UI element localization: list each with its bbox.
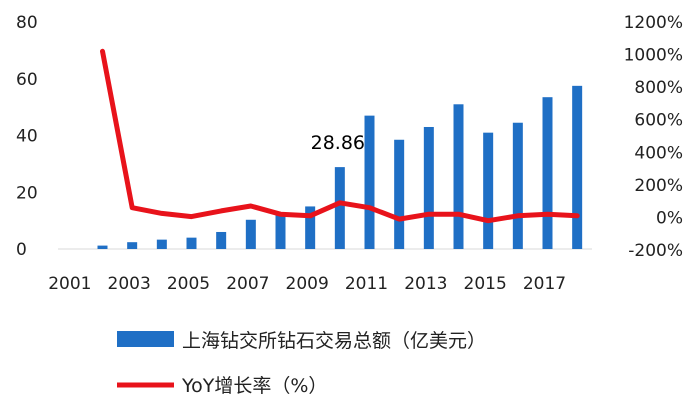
legend-swatch-bar: [117, 331, 174, 347]
bar-2009: [305, 206, 316, 249]
bar-2002: [97, 245, 108, 249]
bar-2015: [483, 132, 494, 249]
x-axis-tick-label: 2005: [167, 274, 210, 294]
right-axis-ticks: 1200% 1000% 800% 600% 400% 200% 0% -200%: [624, 13, 683, 261]
left-axis-tick-label: 60: [16, 70, 38, 90]
right-axis-tick-label: 800%: [634, 78, 683, 98]
left-axis-tick-label: 80: [16, 13, 38, 33]
bar-2014: [453, 104, 464, 249]
bar-2008: [275, 214, 286, 249]
x-axis-tick-label: 2011: [345, 274, 388, 294]
x-axis-tick-label: 2017: [523, 274, 566, 294]
x-axis-tick-label: 2013: [404, 274, 447, 294]
bar-series: [97, 85, 583, 249]
left-axis-ticks: 80 60 40 20 0: [16, 13, 38, 260]
right-axis-tick-label: 1000%: [624, 46, 683, 66]
right-axis-tick-label: 400%: [634, 143, 683, 163]
bar-2016: [512, 122, 523, 249]
bar-2013: [423, 126, 434, 249]
bar-2003: [127, 242, 138, 249]
bar-2012: [394, 139, 405, 249]
left-axis-tick-label: 0: [16, 240, 27, 260]
x-axis-tick-label: 2003: [108, 274, 151, 294]
right-axis-tick-label: 0%: [656, 208, 683, 228]
x-axis-tick-label: 2009: [286, 274, 329, 294]
bar-2006: [216, 231, 227, 249]
left-axis-tick-label: 40: [16, 127, 38, 147]
legend: 上海钻交所钻石交易总额（亿美元） YoY增长率（%）: [117, 330, 486, 397]
right-axis-tick-label: 1200%: [624, 13, 683, 33]
bar-2017: [542, 97, 553, 249]
left-axis-tick-label: 20: [16, 183, 38, 203]
right-axis-tick-label: 200%: [634, 176, 683, 196]
x-axis-tick-label: 2015: [464, 274, 507, 294]
x-axis-tick-label: 2001: [48, 274, 91, 294]
bar-2018: [572, 85, 583, 249]
value-annotation: 28.86: [311, 132, 365, 154]
bar-2011: [364, 115, 375, 249]
bar-2010: [334, 167, 345, 249]
yoy-growth-line: [100, 48, 580, 224]
right-axis-tick-label: 600%: [634, 111, 683, 131]
legend-label-bar: 上海钻交所钻石交易总额（亿美元）: [182, 330, 486, 352]
x-axis-ticks: 2001 2003 2005 2007 2009 2011 2013 2015 2017: [48, 274, 566, 294]
legend-label-line: YoY增长率（%）: [181, 375, 327, 397]
bar-2004: [156, 239, 167, 249]
bar-2005: [186, 237, 197, 249]
right-axis-tick-label: -200%: [628, 241, 683, 261]
bar-2007: [245, 219, 256, 249]
x-axis-tick-label: 2007: [226, 274, 269, 294]
